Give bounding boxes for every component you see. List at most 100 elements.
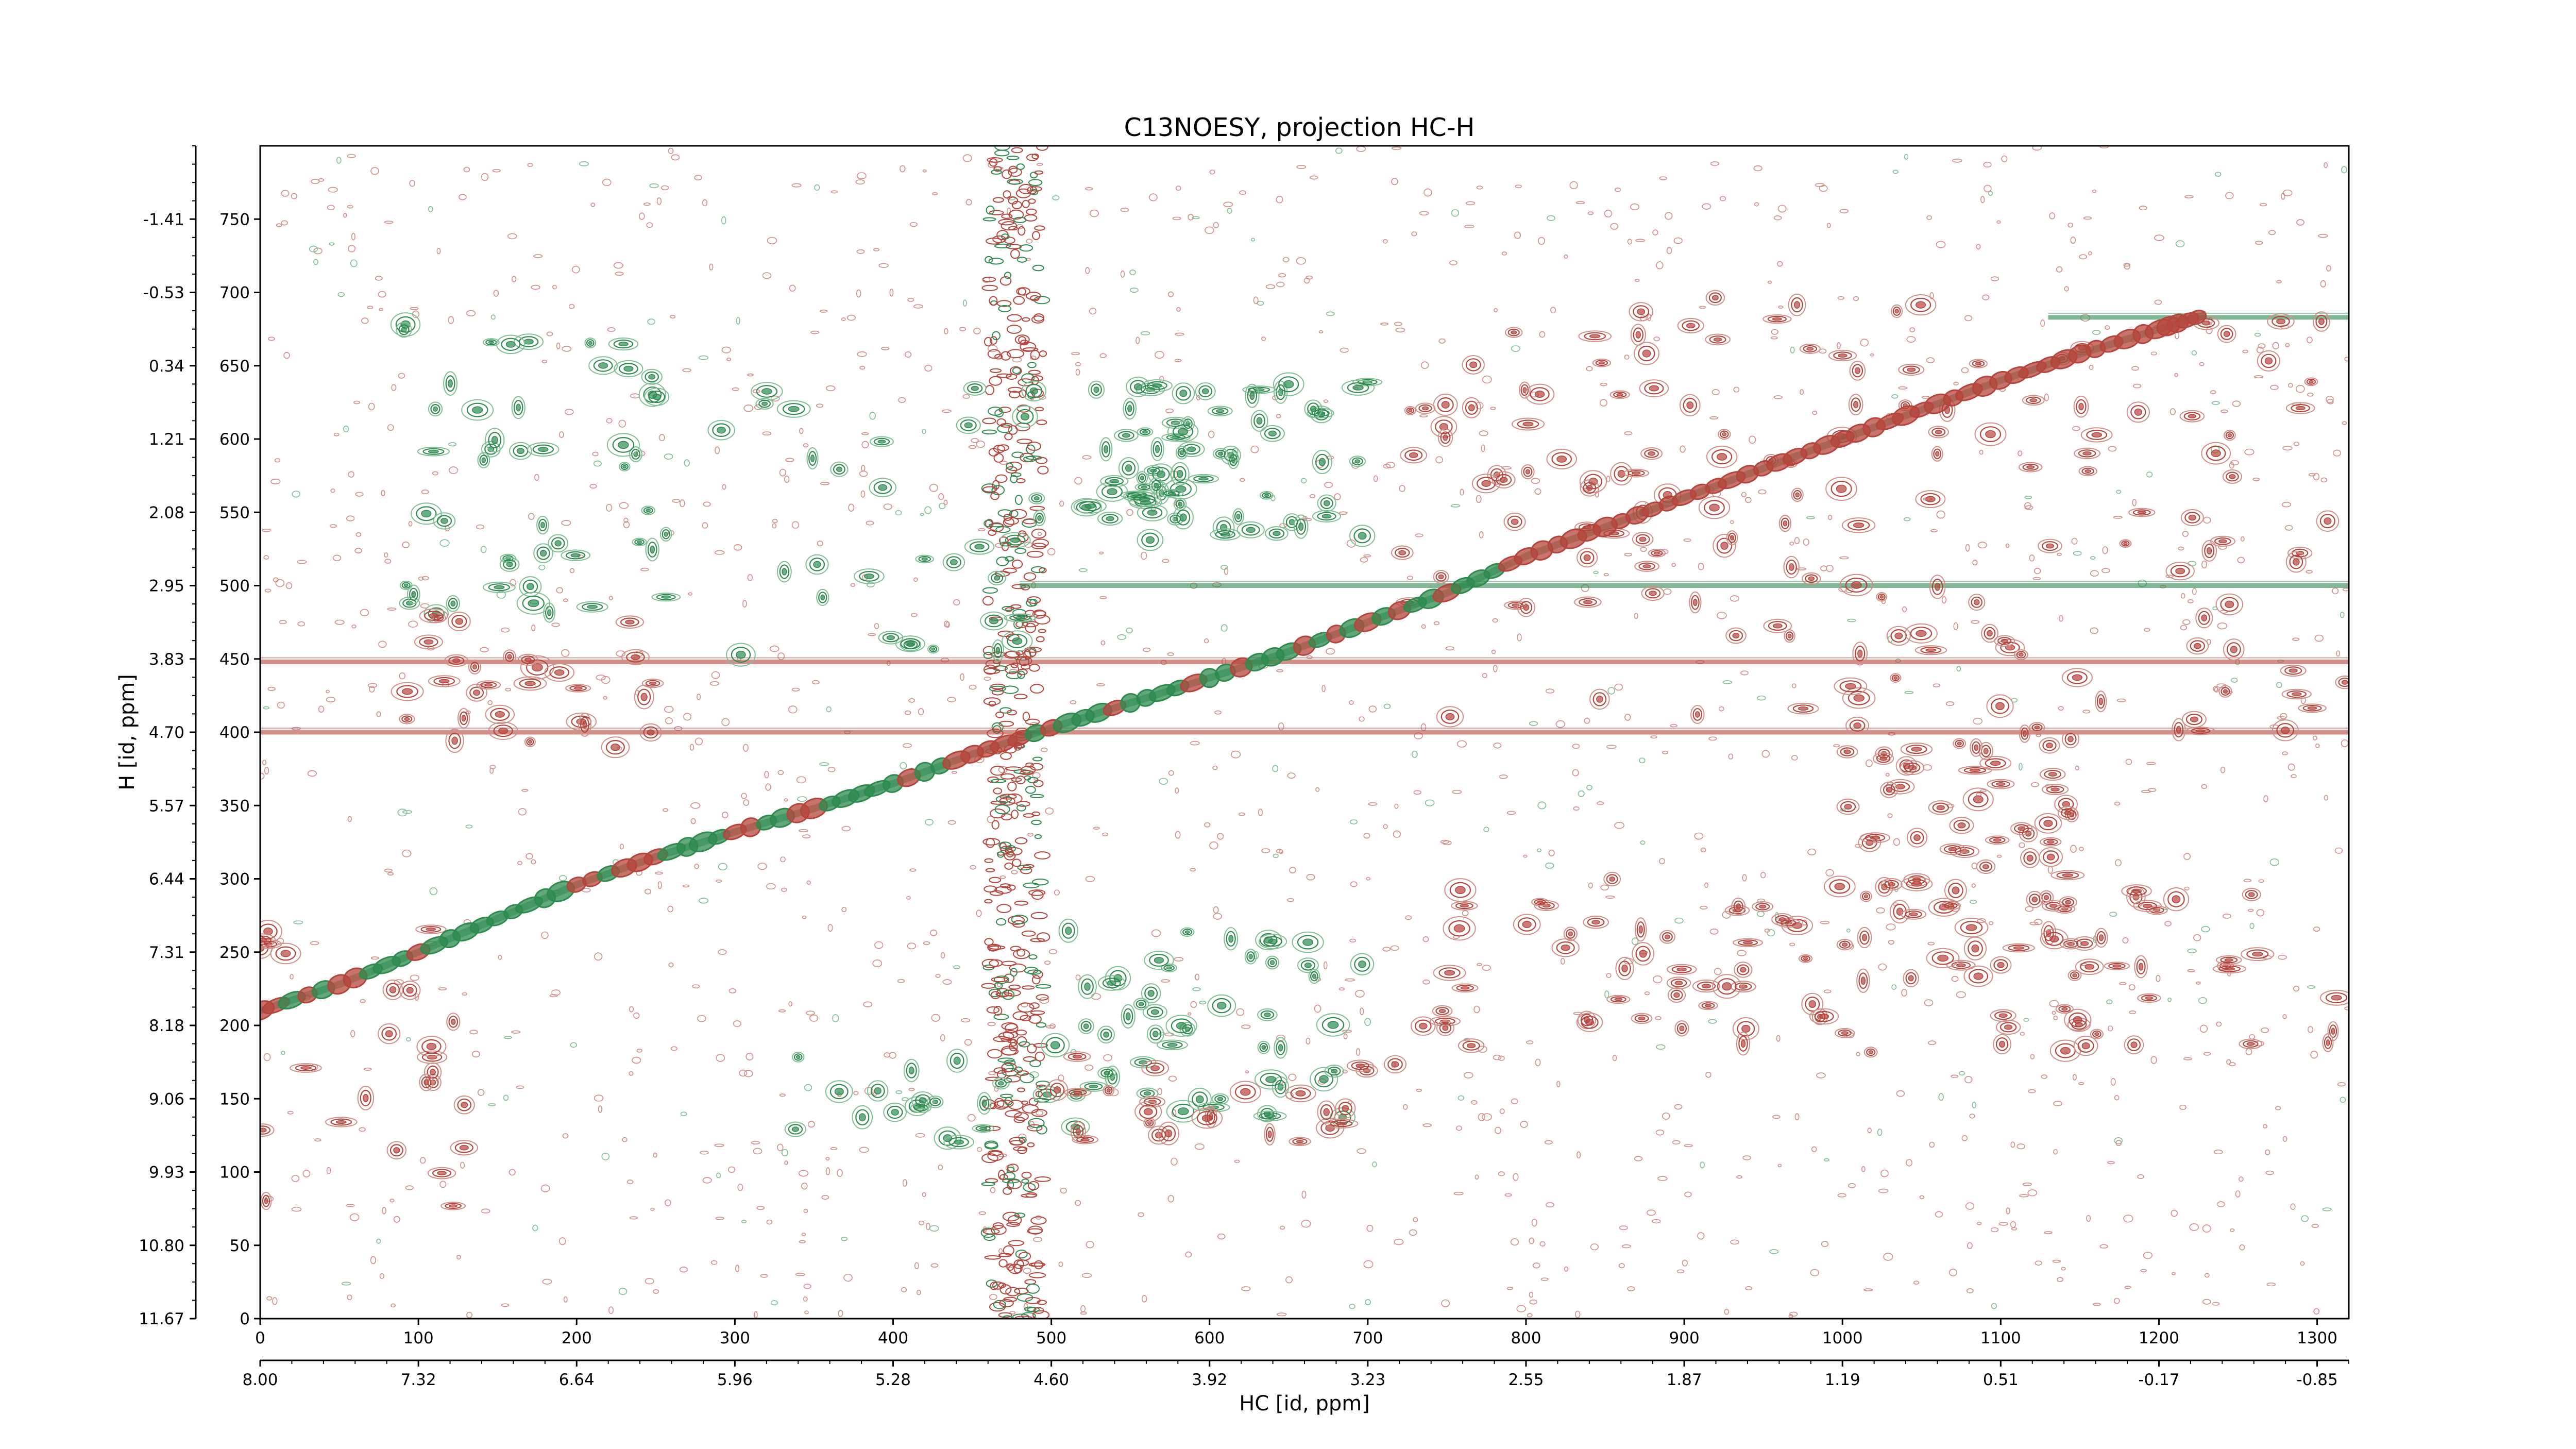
peak-contour bbox=[1768, 621, 1787, 631]
peak-contour bbox=[2280, 727, 2290, 734]
noise-contour bbox=[965, 199, 972, 206]
peak-contour bbox=[2207, 547, 2212, 555]
noise-contour bbox=[1036, 162, 1043, 166]
peak-contour bbox=[1728, 630, 1743, 642]
noise-contour bbox=[490, 314, 496, 320]
peak-contour bbox=[1125, 401, 1134, 416]
peak-contour bbox=[2251, 951, 2263, 957]
noise-contour bbox=[1044, 961, 1051, 965]
noise-contour bbox=[1435, 456, 1443, 464]
peak-contour bbox=[647, 729, 655, 736]
peak-contour bbox=[1788, 563, 1794, 571]
peak-contour bbox=[2104, 962, 2130, 970]
y-ppm-tick-label: 7.31 bbox=[149, 943, 184, 962]
noise-contour bbox=[1982, 294, 1990, 300]
noise-contour bbox=[667, 905, 674, 913]
peak-contour bbox=[1671, 966, 1692, 973]
peak-contour bbox=[1907, 367, 1916, 372]
noise-contour bbox=[1208, 430, 1215, 439]
peak-contour bbox=[1863, 1047, 1878, 1058]
x-tick-label: 600 bbox=[1194, 1329, 1225, 1347]
peak-contour bbox=[1632, 532, 1654, 547]
peak-contour bbox=[1438, 574, 1444, 580]
noise-contour bbox=[926, 1222, 930, 1231]
peak-contour bbox=[1638, 562, 1655, 570]
water-contour bbox=[1035, 984, 1052, 989]
peak-contour bbox=[1939, 843, 1966, 855]
peak-contour bbox=[1080, 1021, 1092, 1032]
noise-contour bbox=[938, 493, 944, 500]
peak-contour bbox=[1577, 1010, 1597, 1030]
noise-contour bbox=[263, 706, 269, 710]
peak-contour bbox=[1349, 525, 1376, 547]
peak-contour bbox=[1319, 1075, 1329, 1084]
noise-contour bbox=[1705, 1072, 1711, 1078]
noise-contour bbox=[2064, 286, 2069, 292]
noise-contour bbox=[1143, 647, 1151, 652]
noise-contour bbox=[1606, 973, 1612, 978]
noise-contour bbox=[1624, 431, 1633, 435]
noise-contour bbox=[1989, 921, 1994, 925]
noise-contour bbox=[636, 1049, 642, 1053]
noise-contour bbox=[874, 941, 884, 949]
noise-contour bbox=[2071, 537, 2078, 545]
noise-contour bbox=[1204, 822, 1211, 828]
noise-contour bbox=[694, 864, 700, 869]
peak-contour bbox=[573, 686, 583, 690]
peak-contour bbox=[1274, 380, 1288, 404]
peak-contour bbox=[613, 339, 634, 349]
noise-contour bbox=[2308, 1026, 2314, 1033]
peak-contour bbox=[1778, 917, 1786, 922]
peak-contour bbox=[1851, 397, 1861, 412]
peak-contour bbox=[2186, 637, 2209, 655]
noise-contour bbox=[2308, 473, 2316, 477]
water-contour bbox=[989, 296, 998, 306]
peak-contour bbox=[1957, 822, 1966, 829]
noise-contour bbox=[929, 929, 938, 936]
water-contour bbox=[991, 485, 1005, 496]
noise-contour bbox=[2301, 1215, 2309, 1222]
noise-contour bbox=[2183, 853, 2191, 860]
peak-contour bbox=[2045, 543, 2054, 549]
noise-contour bbox=[737, 1184, 743, 1191]
noise-contour bbox=[1754, 202, 1759, 207]
peak-contour bbox=[1318, 458, 1326, 466]
noise-contour bbox=[2184, 195, 2194, 198]
peak-contour bbox=[1357, 379, 1378, 385]
noise-contour bbox=[1603, 573, 1609, 577]
noise-contour bbox=[381, 490, 385, 497]
peak-contour bbox=[1954, 917, 1989, 938]
peak-contour bbox=[1227, 451, 1240, 469]
noise-contour bbox=[1383, 464, 1391, 469]
peak-contour bbox=[488, 583, 511, 592]
noise-contour bbox=[715, 446, 720, 454]
noise-contour bbox=[1217, 1233, 1226, 1240]
peak-contour bbox=[1443, 916, 1476, 941]
noise-contour bbox=[1929, 292, 1934, 299]
peak-contour bbox=[415, 924, 447, 934]
peak-contour bbox=[927, 1096, 944, 1108]
noise-contour bbox=[1363, 1260, 1374, 1269]
noise-contour bbox=[973, 328, 981, 334]
noise-contour bbox=[1314, 1004, 1321, 1013]
noise-contour bbox=[360, 609, 369, 616]
peak-contour bbox=[1317, 494, 1336, 512]
peak-contour bbox=[1358, 532, 1367, 540]
peak-contour bbox=[1997, 637, 2012, 645]
noise-contour bbox=[292, 491, 300, 498]
peak-contour bbox=[1534, 900, 1559, 911]
noise-contour bbox=[2108, 446, 2117, 452]
peak-contour bbox=[1207, 406, 1233, 416]
peak-contour bbox=[2239, 1038, 2263, 1050]
noise-contour bbox=[2322, 1207, 2332, 1211]
peak-contour bbox=[2324, 517, 2332, 525]
noise-contour bbox=[826, 706, 832, 713]
peak-contour bbox=[993, 575, 1001, 581]
noise-contour bbox=[1653, 336, 1660, 342]
peak-contour bbox=[536, 515, 549, 535]
peak-contour bbox=[622, 465, 627, 468]
noise-contour bbox=[2053, 1015, 2058, 1020]
peak-contour bbox=[1834, 1028, 1855, 1038]
noise-contour bbox=[820, 309, 828, 313]
diagonal-peaks bbox=[260, 310, 2208, 1021]
